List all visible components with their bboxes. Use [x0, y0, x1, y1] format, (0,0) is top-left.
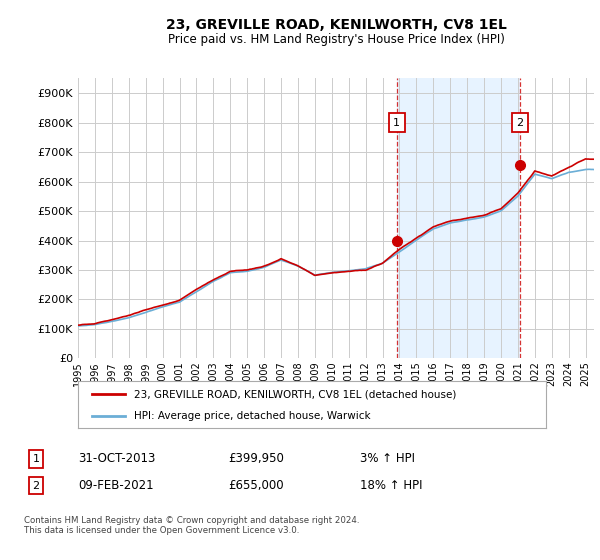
Text: Price paid vs. HM Land Registry's House Price Index (HPI): Price paid vs. HM Land Registry's House … — [167, 32, 505, 46]
Text: 09-FEB-2021: 09-FEB-2021 — [78, 479, 154, 492]
Text: 23, GREVILLE ROAD, KENILWORTH, CV8 1EL (detached house): 23, GREVILLE ROAD, KENILWORTH, CV8 1EL (… — [134, 389, 457, 399]
Text: 31-OCT-2013: 31-OCT-2013 — [78, 452, 155, 465]
Text: 2: 2 — [516, 118, 523, 128]
Text: 2: 2 — [32, 480, 40, 491]
Text: 18% ↑ HPI: 18% ↑ HPI — [360, 479, 422, 492]
Text: Contains HM Land Registry data © Crown copyright and database right 2024.
This d: Contains HM Land Registry data © Crown c… — [24, 516, 359, 535]
Text: £655,000: £655,000 — [228, 479, 284, 492]
Text: 23, GREVILLE ROAD, KENILWORTH, CV8 1EL: 23, GREVILLE ROAD, KENILWORTH, CV8 1EL — [166, 18, 506, 32]
Text: 3% ↑ HPI: 3% ↑ HPI — [360, 452, 415, 465]
Bar — [397, 78, 520, 358]
Text: £399,950: £399,950 — [228, 452, 284, 465]
Text: 1: 1 — [393, 118, 400, 128]
Text: 1: 1 — [32, 454, 40, 464]
Text: HPI: Average price, detached house, Warwick: HPI: Average price, detached house, Warw… — [134, 410, 371, 421]
